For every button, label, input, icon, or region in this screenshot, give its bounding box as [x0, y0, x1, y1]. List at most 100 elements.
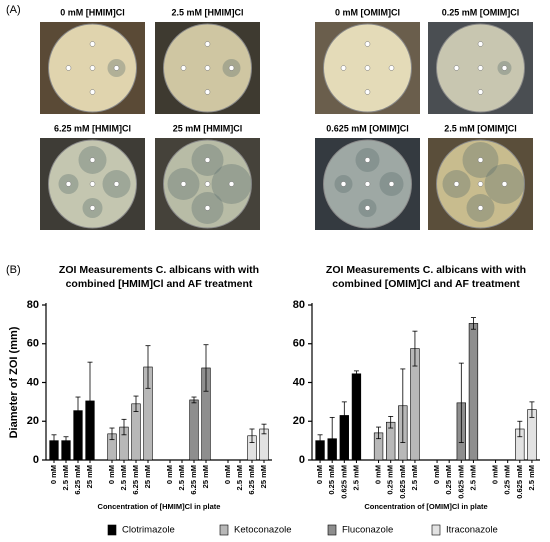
disk — [477, 41, 484, 47]
y-tick-label: 20 — [293, 415, 305, 427]
disk — [204, 89, 211, 95]
legend-swatch — [327, 524, 337, 536]
x-tick-label: 2.5 mM — [410, 465, 419, 490]
disk — [340, 65, 347, 71]
chart-title: ZOI Measurements C. albicans with with — [59, 264, 259, 276]
disk — [89, 181, 96, 187]
disk — [89, 157, 96, 163]
x-tick-label: 0 mM — [223, 465, 232, 484]
x-tick-label: 2.5 mM — [61, 465, 70, 490]
disk — [113, 65, 120, 71]
x-tick-label: 2.5 mM — [527, 465, 536, 490]
x-axis-label: Concentration of [OMIM]Cl in plate — [364, 502, 487, 511]
x-tick-label: 2.5 mM — [177, 465, 186, 490]
y-tick-label: 0 — [299, 454, 305, 466]
disk — [453, 65, 460, 71]
x-tick-label: 25 mM — [201, 465, 210, 488]
x-tick-label: 0 mM — [432, 465, 441, 484]
disk — [501, 65, 508, 71]
y-tick-label: 20 — [27, 415, 39, 427]
y-axis-label: Diameter of ZOI (mm) — [8, 326, 20, 438]
disk — [204, 205, 211, 211]
x-tick-label: 2.5 mM — [351, 465, 360, 490]
disk — [477, 89, 484, 95]
plate-label: 25 mM [HMIM]Cl — [173, 123, 243, 133]
plate-label: 0 mM [OMIM]Cl — [335, 7, 400, 17]
disk — [453, 181, 460, 187]
x-tick-label: 0 mM — [491, 465, 500, 484]
x-tick-label: 2.5 mM — [119, 465, 128, 490]
x-tick-label: 0.25 mM — [327, 465, 336, 495]
plate-label: 0 mM [HMIM]Cl — [60, 7, 125, 17]
x-tick-label: 0.25 mM — [503, 465, 512, 495]
disk — [204, 65, 211, 71]
plate-label: 0.25 mM [OMIM]Cl — [442, 7, 520, 17]
x-tick-label: 0.625 mM — [339, 465, 348, 499]
disk — [204, 181, 211, 187]
disk — [228, 65, 235, 71]
chart-title: ZOI Measurements C. albicans with with — [326, 264, 526, 276]
disk — [89, 89, 96, 95]
bar — [468, 323, 479, 461]
x-axis-label: Concentration of [HMIM]Cl in plate — [98, 502, 221, 511]
panel-label: (B) — [6, 264, 21, 276]
x-tick-label: 25 mM — [143, 465, 152, 488]
x-tick-label: 2.5 mM — [468, 465, 477, 490]
disk — [89, 41, 96, 47]
disk — [204, 157, 211, 163]
disk — [477, 181, 484, 187]
x-tick-label: 6.25 mM — [131, 465, 140, 495]
x-tick-label: 2.5 mM — [235, 465, 244, 490]
disk — [65, 181, 72, 187]
x-tick-label: 0.25 mM — [386, 465, 395, 495]
disk — [364, 157, 371, 163]
disk — [501, 181, 508, 187]
x-tick-label: 0 mM — [165, 465, 174, 484]
plate-label: 2.5 mM [HMIM]Cl — [172, 7, 244, 17]
disk — [89, 65, 96, 71]
disk — [477, 65, 484, 71]
legend-label: Ketoconazole — [234, 525, 292, 536]
plate-label: 2.5 mM [OMIM]Cl — [444, 123, 517, 133]
x-tick-label: 0 mM — [107, 465, 116, 484]
legend-swatch — [107, 524, 117, 536]
panel-label: (A) — [6, 4, 21, 16]
disk — [477, 205, 484, 211]
bar — [189, 399, 199, 461]
x-tick-label: 6.25 mM — [73, 465, 82, 495]
disk — [89, 205, 96, 211]
disk — [388, 181, 395, 187]
disk — [364, 181, 371, 187]
legend-label: Itraconazole — [446, 525, 498, 536]
y-tick-label: 0 — [33, 454, 39, 466]
y-tick-label: 40 — [293, 376, 305, 388]
bar — [351, 373, 362, 461]
x-tick-label: 0.625 mM — [398, 465, 407, 499]
legend-swatch — [431, 524, 441, 536]
chart-title: combined [HMIM]Cl and AF treatment — [66, 278, 253, 290]
bar — [131, 403, 141, 461]
x-tick-label: 6.25 mM — [189, 465, 198, 495]
x-tick-label: 0 mM — [374, 465, 383, 484]
y-tick-label: 80 — [27, 299, 39, 311]
chart-title: combined [OMIM]Cl and AF treatment — [332, 278, 520, 290]
legend-swatch — [219, 524, 229, 536]
x-tick-label: 6.25 mM — [247, 465, 256, 495]
y-tick-label: 60 — [27, 338, 39, 350]
x-tick-label: 25 mM — [259, 465, 268, 488]
x-tick-label: 0.625 mM — [456, 465, 465, 499]
plate-label: 6.25 mM [HMIM]Cl — [54, 123, 131, 133]
legend-label: Fluconazole — [342, 525, 393, 536]
x-tick-label: 0.625 mM — [515, 465, 524, 499]
legend-label: Clotrimazole — [122, 525, 175, 536]
y-tick-label: 60 — [293, 338, 305, 350]
x-tick-label: 0.25 mM — [444, 465, 453, 495]
x-tick-label: 0 mM — [315, 465, 324, 484]
disk — [364, 89, 371, 95]
plate-label: 0.625 mM [OMIM]Cl — [326, 123, 409, 133]
disk — [113, 181, 120, 187]
disk — [180, 181, 187, 187]
x-tick-label: 25 mM — [85, 465, 94, 488]
y-tick-label: 40 — [27, 376, 39, 388]
